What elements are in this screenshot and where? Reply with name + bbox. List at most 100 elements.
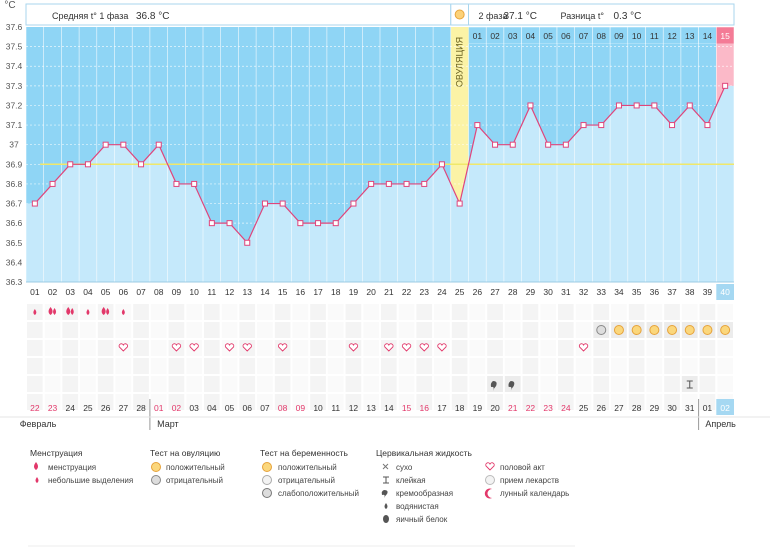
marker-row-cell: [611, 358, 627, 374]
cycle-day-label: 06: [119, 287, 129, 297]
marker-row-cell: [204, 358, 220, 374]
marker-row-cell: [398, 322, 415, 338]
legend-spotting-label: небольшие выделения: [48, 476, 133, 485]
intercourse-heart-icon: [189, 343, 199, 352]
cycle-day-label: 18: [331, 287, 341, 297]
marker-row-cell: [540, 358, 556, 374]
cycle-day-label: 33: [597, 287, 607, 297]
legend-menstruation-title: Менструация: [30, 448, 83, 458]
legend-ovulation-test-title: Тест на овуляцию: [150, 448, 221, 458]
marker-row-cell: [628, 376, 645, 392]
phase2-day-number: 01: [473, 31, 483, 41]
cycle-day-label: 02: [48, 287, 58, 297]
temperature-point: [545, 141, 552, 148]
marker-row-cell: [80, 376, 96, 392]
marker-row-cell: [27, 358, 43, 374]
marker-row-cell: [292, 304, 309, 320]
cycle-day-label: 03: [66, 287, 76, 297]
temperature-point: [492, 141, 499, 148]
calendar-date-label: 04: [207, 403, 217, 413]
cycle-day-label: 40: [720, 287, 730, 297]
y-axis-unit: °C: [4, 0, 15, 11]
marker-row-cell: [558, 304, 574, 320]
intercourse-heart-icon: [171, 343, 182, 352]
marker-row-cell: [133, 322, 149, 338]
marker-row-cell: [522, 394, 539, 410]
cycle-day-label: 37: [667, 287, 677, 297]
sticky-fluid-icon: [686, 380, 693, 389]
marker-row-cell: [80, 394, 96, 410]
month-label: Февраль: [20, 419, 57, 429]
marker-row-cell: [575, 304, 592, 320]
marker-row-cell: [593, 358, 610, 374]
marker-row-cell: [416, 322, 433, 338]
cycle-day-label: 21: [384, 287, 394, 297]
marker-row-cell: [381, 358, 397, 374]
cycle-day-label: 19: [349, 287, 359, 297]
ovulation-test-positive-icon: [631, 325, 642, 335]
legend-dry-icon: [382, 463, 389, 470]
marker-row-cell: [469, 376, 486, 392]
calendar-date-label: 01: [154, 403, 164, 413]
cycle-day-label: 36: [650, 287, 660, 297]
marker-row-cell: [434, 322, 450, 338]
cycle-day-label: 31: [561, 287, 571, 297]
temperature-point: [421, 180, 428, 187]
marker-row-cell: [221, 376, 238, 392]
marker-row-cell: [133, 358, 149, 374]
legend-moon-icon: [484, 488, 492, 499]
marker-row-cell: [80, 340, 96, 356]
phase2-day-number: 12: [667, 31, 677, 41]
cycle-day-label: 14: [260, 287, 270, 297]
calendar-date-label: 09: [296, 403, 306, 413]
marker-row-cell: [257, 376, 273, 392]
marker-row-cell: [150, 358, 167, 374]
marker-row-cell: [97, 376, 114, 392]
intercourse-heart-icon: [348, 343, 359, 352]
marker-row-cell: [115, 376, 132, 392]
marker-row-cell: [221, 358, 238, 374]
menstruation-drop-icon: [53, 308, 57, 315]
marker-row-cell: [168, 304, 185, 320]
y-tick-label: 36.6: [6, 218, 23, 228]
temperature-point: [686, 102, 693, 109]
temperature-point: [84, 161, 91, 168]
legend-ovulation-positive-icon: [151, 462, 161, 472]
cycle-day-label: 07: [136, 287, 146, 297]
marker-row-cell: [310, 394, 326, 410]
marker-row-cell: [363, 394, 379, 410]
marker-row-cell: [593, 340, 610, 356]
ovulation-test-positive-icon: [667, 325, 678, 335]
marker-row-cell: [204, 340, 220, 356]
marker-row-cell: [150, 322, 167, 338]
temperature-point: [173, 180, 180, 187]
marker-row-cell: [451, 340, 468, 356]
intercourse-heart-icon: [578, 343, 589, 352]
temperature-point: [403, 180, 410, 187]
calendar-date-label: 05: [225, 403, 235, 413]
marker-row-cell: [62, 394, 79, 410]
marker-row-cell: [381, 376, 397, 392]
marker-row-cell: [310, 340, 326, 356]
marker-row-cell: [628, 358, 645, 374]
legend-spotting-icon: [35, 477, 39, 483]
cycle-day-label: 39: [703, 287, 713, 297]
marker-row-cell: [646, 304, 663, 320]
calendar-date-label: 02: [172, 403, 182, 413]
calendar-date-label: 31: [685, 403, 695, 413]
marker-row-cell: [522, 358, 539, 374]
phase2-day-number: 09: [614, 31, 624, 41]
marker-row-cell: [44, 376, 61, 392]
calendar-date-label: 01: [703, 403, 713, 413]
phase2-day-number: 11: [650, 31, 659, 41]
marker-row-cell: [434, 394, 450, 410]
calendar-date-label: 08: [278, 403, 288, 413]
temperature-point: [633, 102, 640, 109]
marker-row-cell: [575, 394, 592, 410]
marker-row-cell: [416, 394, 433, 410]
marker-row-cell: [628, 304, 645, 320]
marker-row-cell: [628, 340, 645, 356]
marker-row-cell: [487, 340, 503, 356]
marker-row-cell: [593, 394, 610, 410]
calendar-date-label: 03: [189, 403, 199, 413]
